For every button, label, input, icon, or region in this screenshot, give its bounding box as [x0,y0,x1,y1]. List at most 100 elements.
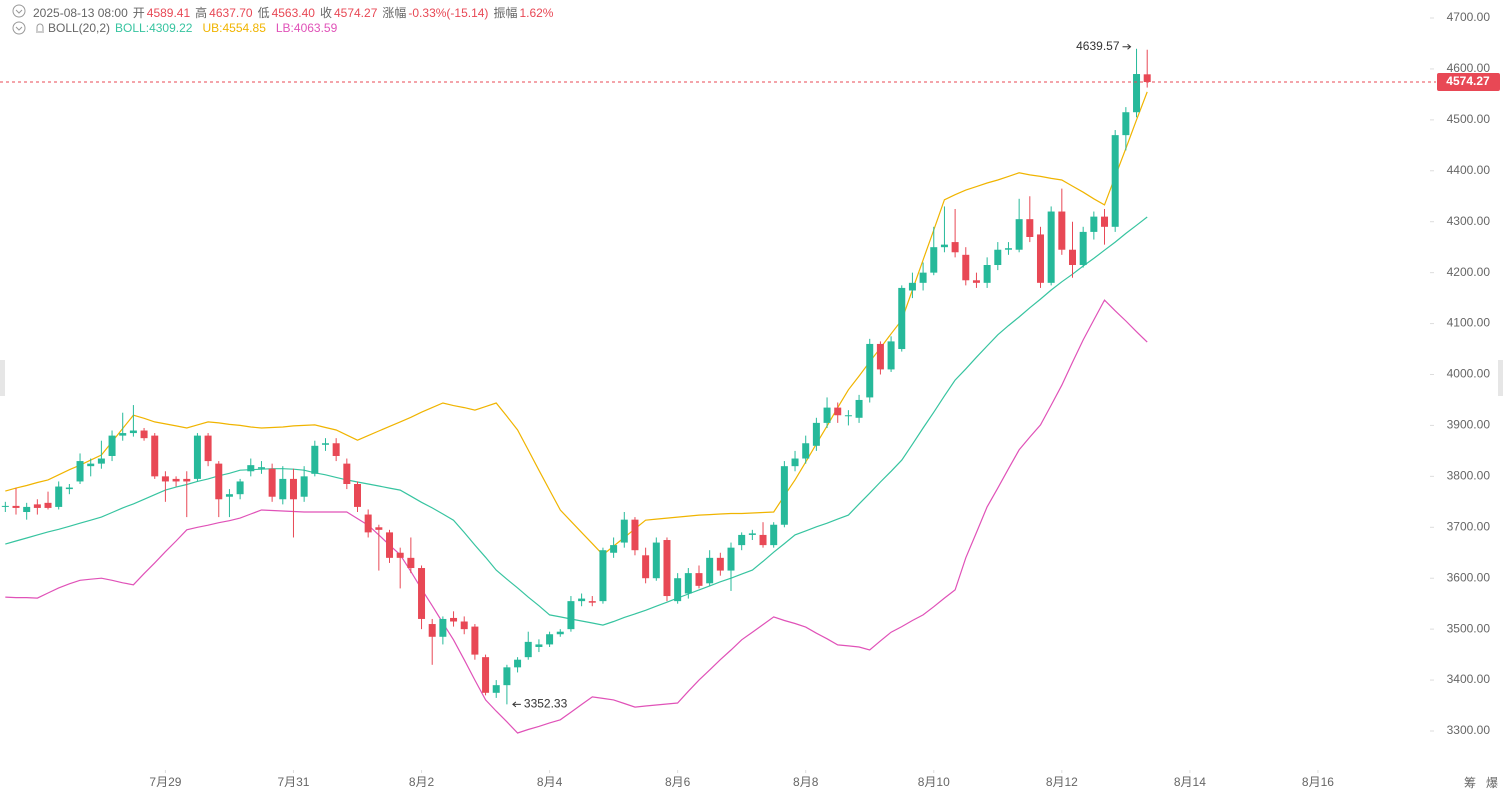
candle-body [428,624,436,637]
candle-body [183,478,191,482]
y-tick-label: 3600.00 [1447,570,1491,584]
toolbar-button[interactable]: 筹 [1464,776,1476,790]
candle-body [439,618,447,637]
candle-body [321,443,329,445]
candle-body [12,505,20,508]
candle-body [1069,249,1076,266]
candle-body [876,343,884,370]
candle-body [791,458,799,467]
candle-body [65,487,73,490]
candle-body [1122,112,1130,136]
candle-body [386,532,394,558]
legend-value: 4554.85 [222,21,266,35]
y-tick-label: 3700.00 [1447,519,1491,533]
candle-body [129,430,137,434]
candle-body [1036,234,1044,283]
left-panel-tab[interactable] [0,360,5,396]
candle-body [962,254,970,281]
candle-body [193,435,201,479]
right-panel-tab[interactable] [1498,360,1503,396]
collapse-icon[interactable] [12,4,26,18]
candle-body [407,557,415,569]
candle-body [1143,74,1151,83]
x-tick-label: 8月2 [409,775,435,789]
y-tick-label: 4200.00 [1447,265,1491,279]
y-tick-label: 4400.00 [1447,163,1491,177]
chevron [15,26,23,31]
candle-body [898,287,906,350]
candle-body [983,265,991,283]
candle-body [268,468,276,497]
candle-body [684,573,692,594]
candle-body [716,557,724,571]
candle-body [1,505,9,507]
candle-body [1090,216,1098,232]
candle-body [855,399,863,418]
candle-body [354,483,361,507]
candle-body [556,631,564,635]
candle-body [23,506,31,513]
candle-body [247,465,255,472]
candle-body [1004,248,1012,250]
collapse-icon[interactable] [12,21,26,35]
candle-body [460,621,468,630]
candle-body [780,466,788,525]
y-tick-label: 3800.00 [1447,469,1491,483]
y-tick-label: 4100.00 [1447,316,1491,330]
candle-body [844,415,852,417]
field-value: 4574.27 [333,6,378,20]
candle-body [887,341,895,370]
timestamp: 2025-08-13 08:00 [33,6,128,20]
y-tick-label: 3400.00 [1447,672,1491,686]
candle-body [161,476,169,482]
last-price-label: 4574.27 [1446,74,1490,88]
legend-value: 4063.59 [293,21,338,35]
candle-body [919,272,927,283]
candle-body [55,486,63,507]
y-tick-label: 4700.00 [1447,10,1491,24]
candle-body [1101,216,1109,227]
candle-body [97,458,105,464]
candle-body [225,494,233,497]
candle-body [866,343,874,398]
indicator-legend: BOLL(20,2) BOLL:4309.22 UB:4554.85 LB:4063.… [48,21,347,35]
toolbar-button[interactable]: 爆 [1486,776,1498,790]
candle-body [951,242,959,253]
band-line [5,91,1148,556]
candle-body [631,519,639,551]
candle-body [108,435,116,456]
x-tick-label: 8月16 [1302,775,1334,789]
candle-body [204,435,212,462]
candle-body [44,502,52,508]
candle-body [87,463,95,467]
legend-item: BOLL:4309.22 [115,21,197,35]
x-tick-label: 8月4 [537,775,563,789]
field-label: 振幅 [493,6,518,20]
x-tick-label: 7月29 [149,775,181,789]
candle-body [834,407,842,416]
band-line [5,216,1148,626]
y-tick-label: 3900.00 [1447,418,1491,432]
x-tick-label: 8月14 [1174,775,1206,789]
candle-body [257,467,265,469]
band-line [5,299,1148,734]
candle-body [418,568,426,619]
candle-body [332,443,340,456]
bell-icon[interactable] [36,23,44,33]
candle-body [151,435,159,477]
x-tick-label: 8月10 [918,775,950,789]
candle-body [620,519,628,543]
candle-body [802,443,810,459]
y-tick-label: 4600.00 [1447,61,1491,75]
candle-body [482,657,490,693]
candle-body [1026,219,1034,237]
candle-body [311,445,319,474]
candle-body [535,644,543,647]
candle-body [503,667,511,686]
candle-body [76,461,84,482]
x-tick-label: 8月8 [793,775,819,789]
chevron [15,9,23,14]
x-tick-label: 8月6 [665,775,691,789]
